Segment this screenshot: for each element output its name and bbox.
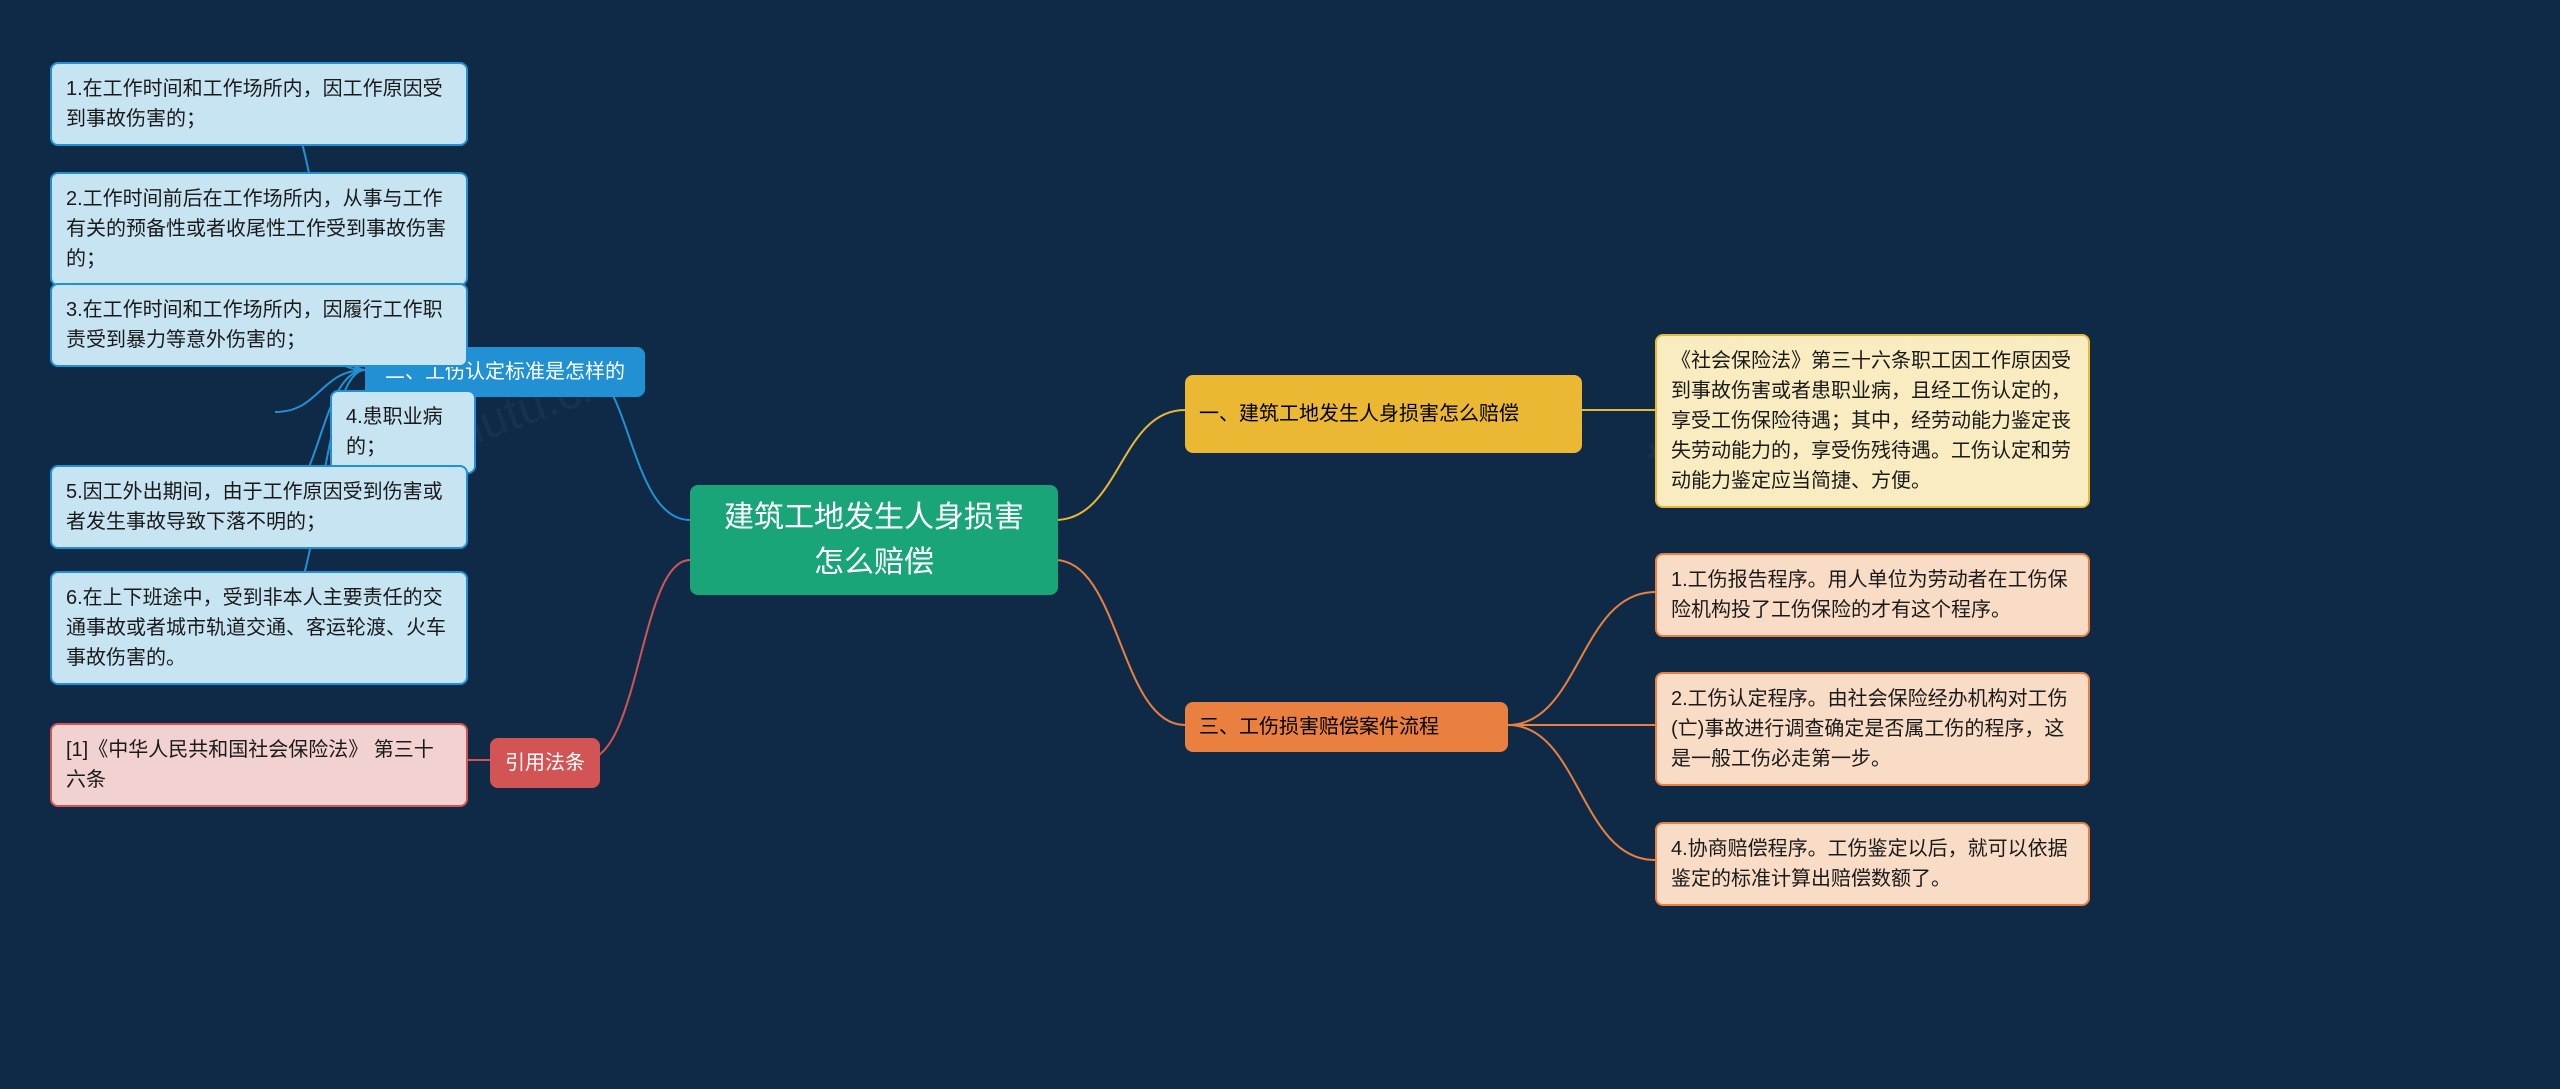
leaf-cite-1-text: [1]《中华人民共和国社会保险法》 第三十六条 — [66, 735, 452, 795]
leaf-2-1-text: 1.在工作时间和工作场所内，因工作原因受到事故伤害的； — [66, 74, 452, 134]
branch-citation: 引用法条 — [490, 738, 600, 788]
leaf-2-2-text: 2.工作时间前后在工作场所内，从事与工作有关的预备性或者收尾性工作受到事故伤害的… — [66, 184, 452, 274]
branch-1-title: 一、建筑工地发生人身损害怎么赔偿 — [1199, 399, 1519, 429]
branch-citation-title: 引用法条 — [505, 748, 585, 778]
leaf-section-3-item-1: 1.工伤报告程序。用人单位为劳动者在工伤保险机构投了工伤保险的才有这个程序。 — [1655, 553, 2090, 637]
leaf-section-2-item-3: 3.在工作时间和工作场所内，因履行工作职责受到暴力等意外伤害的； — [50, 283, 468, 367]
leaf-section-1-law: 《社会保险法》第三十六条职工因工作原因受到事故伤害或者患职业病，且经工伤认定的，… — [1655, 334, 2090, 508]
leaf-1-1-text: 《社会保险法》第三十六条职工因工作原因受到事故伤害或者患职业病，且经工伤认定的，… — [1671, 346, 2074, 496]
leaf-section-3-item-2: 2.工伤认定程序。由社会保险经办机构对工伤(亡)事故进行调查确定是否属工伤的程序… — [1655, 672, 2090, 786]
leaf-section-2-item-6: 6.在上下班途中，受到非本人主要责任的交通事故或者城市轨道交通、客运轮渡、火车事… — [50, 571, 468, 685]
leaf-section-2-item-4: 4.患职业病的； — [330, 390, 476, 474]
leaf-citation-item-1: [1]《中华人民共和国社会保险法》 第三十六条 — [50, 723, 468, 807]
branch-section-1: 一、建筑工地发生人身损害怎么赔偿 — [1185, 375, 1582, 453]
leaf-section-2-item-5: 5.因工外出期间，由于工作原因受到伤害或者发生事故导致下落不明的； — [50, 465, 468, 549]
center-node: 建筑工地发生人身损害怎么赔偿 — [690, 485, 1058, 595]
leaf-section-3-item-3: 4.协商赔偿程序。工伤鉴定以后，就可以依据鉴定的标准计算出赔偿数额了。 — [1655, 822, 2090, 906]
leaf-section-2-item-2: 2.工作时间前后在工作场所内，从事与工作有关的预备性或者收尾性工作受到事故伤害的… — [50, 172, 468, 286]
leaf-2-3-text: 3.在工作时间和工作场所内，因履行工作职责受到暴力等意外伤害的； — [66, 295, 452, 355]
leaf-2-6-text: 6.在上下班途中，受到非本人主要责任的交通事故或者城市轨道交通、客运轮渡、火车事… — [66, 583, 452, 673]
branch-section-3: 三、工伤损害赔偿案件流程 — [1185, 702, 1508, 752]
branch-3-title: 三、工伤损害赔偿案件流程 — [1199, 712, 1439, 742]
leaf-2-4-text: 4.患职业病的； — [346, 402, 460, 462]
center-title: 建筑工地发生人身损害怎么赔偿 — [710, 495, 1038, 585]
leaf-3-3-text: 4.协商赔偿程序。工伤鉴定以后，就可以依据鉴定的标准计算出赔偿数额了。 — [1671, 834, 2074, 894]
leaf-3-2-text: 2.工伤认定程序。由社会保险经办机构对工伤(亡)事故进行调查确定是否属工伤的程序… — [1671, 684, 2074, 774]
leaf-section-2-item-1: 1.在工作时间和工作场所内，因工作原因受到事故伤害的； — [50, 62, 468, 146]
leaf-3-1-text: 1.工伤报告程序。用人单位为劳动者在工伤保险机构投了工伤保险的才有这个程序。 — [1671, 565, 2074, 625]
leaf-2-5-text: 5.因工外出期间，由于工作原因受到伤害或者发生事故导致下落不明的； — [66, 477, 452, 537]
